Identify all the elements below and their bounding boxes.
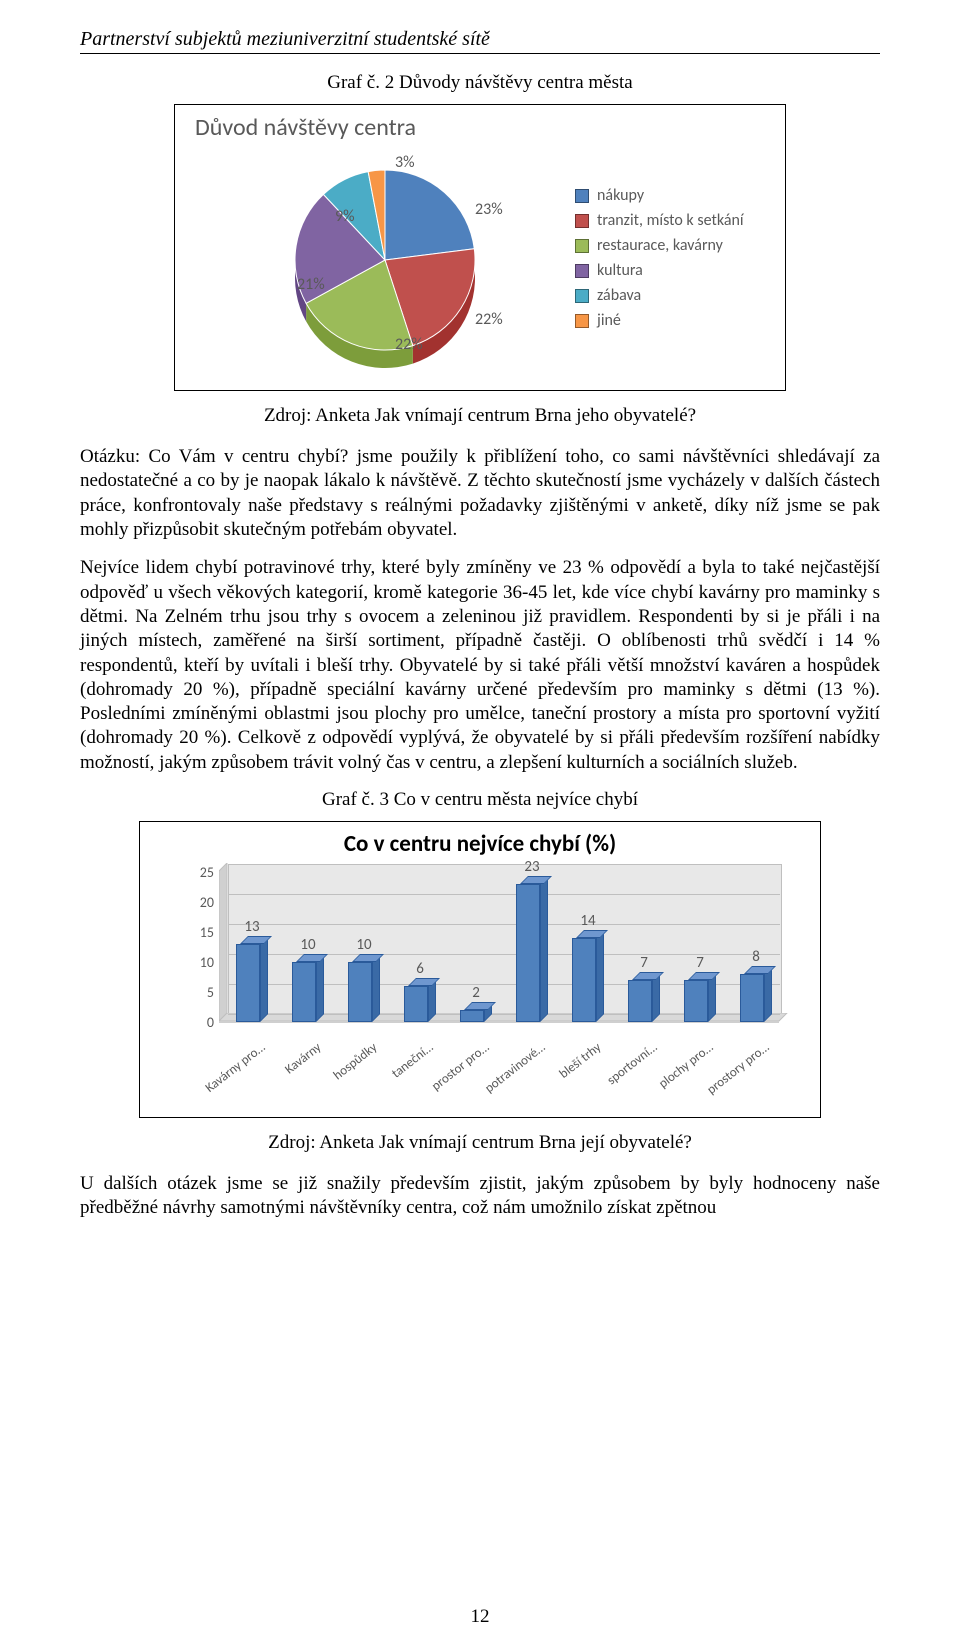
y-tick-label: 5 xyxy=(192,984,214,1001)
bar xyxy=(460,1010,484,1022)
page-number: 12 xyxy=(0,1606,960,1628)
bar-value-label: 7 xyxy=(688,954,712,972)
y-tick-label: 20 xyxy=(192,894,214,911)
bar-chart: Co v centru nejvíce chybí (%) 0 5 10 15 20 25… xyxy=(139,821,821,1118)
legend-label: jiné xyxy=(597,311,621,330)
legend-item: jiné xyxy=(575,311,744,330)
bar-caption: Graf č. 3 Co v centru města nejvíce chyb… xyxy=(80,789,880,811)
gridline xyxy=(228,864,780,865)
y-tick-label: 10 xyxy=(192,954,214,971)
y-tick-label: 25 xyxy=(192,864,214,881)
bar xyxy=(628,980,652,1022)
bar-value-label: 13 xyxy=(240,918,264,936)
paragraph-3: U dalších otázek jsme se již snažily pře… xyxy=(80,1172,880,1221)
bar-value-label: 7 xyxy=(632,954,656,972)
y-tick-label: 15 xyxy=(192,924,214,941)
bar xyxy=(740,974,764,1022)
pie-percent-label: 9% xyxy=(335,207,355,226)
pie-percent-label: 23% xyxy=(475,200,503,219)
pie-percent-label: 21% xyxy=(297,275,325,294)
legend-swatch xyxy=(575,289,589,303)
bar xyxy=(516,884,540,1022)
pie-percent-label: 3% xyxy=(395,153,415,172)
paragraph-1: Otázku: Co Vám v centru chybí? jsme použ… xyxy=(80,445,880,542)
pie-caption: Graf č. 2 Důvody návštěvy centra města xyxy=(80,72,880,94)
legend-item: zábava xyxy=(575,286,744,305)
legend-item: kultura xyxy=(575,261,744,280)
legend-swatch xyxy=(575,239,589,253)
pie-svg xyxy=(235,150,535,380)
bar-value-label: 8 xyxy=(744,948,768,966)
pie-percent-label: 22% xyxy=(395,335,423,354)
pie-percent-label: 22% xyxy=(475,310,503,329)
legend-item: tranzit, místo k setkání xyxy=(575,211,744,230)
bar-value-label: 10 xyxy=(352,936,376,954)
pie-chart: Důvod návštěvy centra 3% 9% 23% 21% 22% 22% n… xyxy=(174,104,786,391)
pie-title: Důvod návštěvy centra xyxy=(195,113,416,142)
legend-label: kultura xyxy=(597,261,643,280)
y-tick-label: 0 xyxy=(192,1014,214,1031)
legend-swatch xyxy=(575,264,589,278)
bar xyxy=(684,980,708,1022)
legend-swatch xyxy=(575,314,589,328)
bar xyxy=(236,944,260,1022)
bar-title: Co v centru nejvíce chybí (%) xyxy=(140,830,820,858)
legend-item: restaurace, kavárny xyxy=(575,236,744,255)
running-head: Partnerství subjektů meziuniverzitní stu… xyxy=(80,28,880,54)
bar-value-label: 23 xyxy=(520,858,544,876)
paragraph-2: Nejvíce lidem chybí potravinové trhy, kt… xyxy=(80,556,880,775)
legend-swatch xyxy=(575,214,589,228)
legend-label: restaurace, kavárny xyxy=(597,236,723,255)
pie-legend: nákupy tranzit, místo k setkání restaurace… xyxy=(575,180,744,336)
bar xyxy=(404,986,428,1022)
pie-source: Zdroj: Anketa Jak vnímají centrum Brna j… xyxy=(80,405,880,427)
bar-value-label: 10 xyxy=(296,936,320,954)
bar-value-label: 2 xyxy=(464,984,488,1002)
bar-source: Zdroj: Anketa Jak vnímají centrum Brna j… xyxy=(80,1132,880,1154)
bar-value-label: 14 xyxy=(576,912,600,930)
legend-label: tranzit, místo k setkání xyxy=(597,211,744,230)
legend-label: zábava xyxy=(597,286,641,305)
legend-label: nákupy xyxy=(597,186,644,205)
legend-swatch xyxy=(575,189,589,203)
bar xyxy=(348,962,372,1022)
bar xyxy=(292,962,316,1022)
legend-item: nákupy xyxy=(575,186,744,205)
bar-value-label: 6 xyxy=(408,960,432,978)
bar xyxy=(572,938,596,1022)
page: Partnerství subjektů meziuniverzitní stu… xyxy=(0,0,960,1650)
